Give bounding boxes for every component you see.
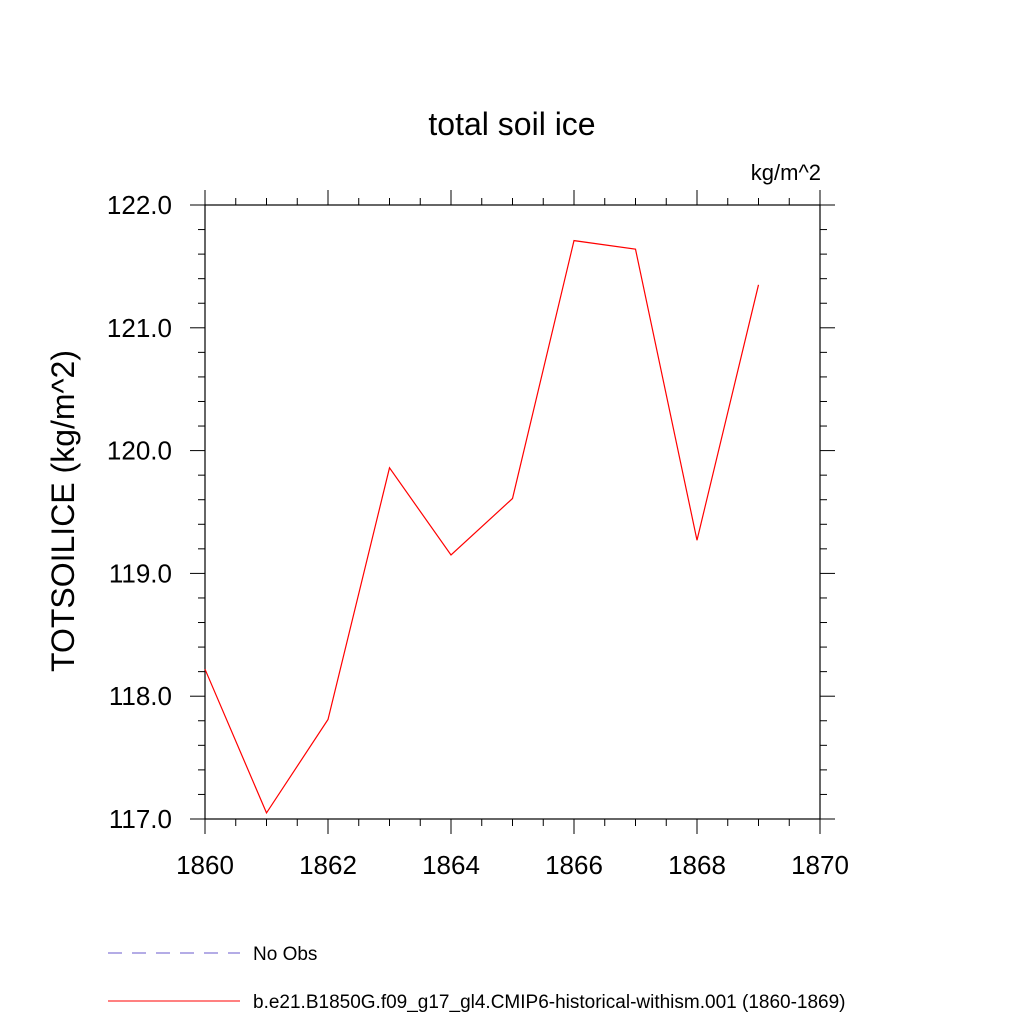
x-tick-label: 1866	[545, 850, 603, 880]
y-tick-label: 122.0	[107, 190, 172, 220]
x-tick-label: 1870	[791, 850, 849, 880]
chart-title: total soil ice	[428, 106, 595, 142]
y-tick-label: 118.0	[109, 681, 172, 711]
x-tick-label: 1864	[422, 850, 480, 880]
x-tick-label: 1860	[176, 850, 234, 880]
units-label: kg/m^2	[751, 160, 821, 185]
plot-frame	[204, 204, 821, 820]
axis-ticks: 1860 1862 1864 1866 1868 1870 117.0 118.0 119.0 1…	[107, 190, 849, 880]
y-tick-label: 117.0	[109, 804, 172, 834]
legend: No Obs b.e21.B1850G.f09_g17_gl4.CMIP6-his…	[108, 944, 846, 1013]
legend-label: b.e21.B1850G.f09_g17_gl4.CMIP6-historica…	[253, 992, 846, 1013]
series-layer	[204, 239, 760, 815]
y-tick-label: 119.0	[109, 558, 172, 588]
x-tick-label: 1862	[299, 850, 357, 880]
series-line-1	[204, 239, 760, 815]
y-tick-label: 121.0	[107, 313, 172, 343]
y-axis-label: TOTSOILICE (kg/m^2)	[45, 350, 81, 672]
legend-label: No Obs	[253, 944, 317, 965]
x-tick-label: 1868	[668, 850, 726, 880]
y-tick-label: 120.0	[107, 436, 172, 466]
